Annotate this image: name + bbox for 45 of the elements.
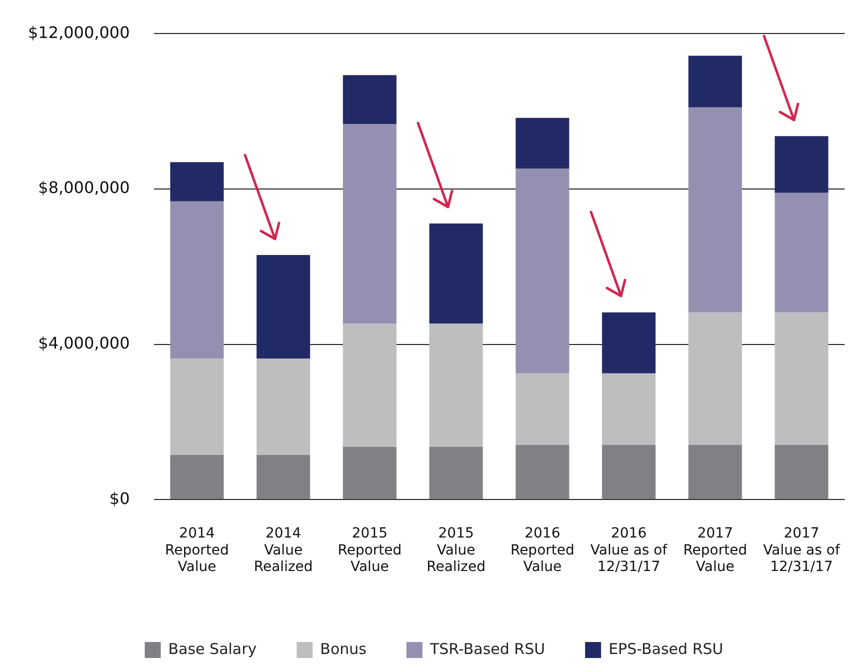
y-tick-label: $8,000,000: [38, 178, 130, 198]
bar: [774, 136, 828, 193]
bar: [256, 454, 310, 500]
bar: [688, 107, 742, 312]
y-tick-label: $0: [109, 488, 130, 508]
bar: [688, 444, 742, 500]
bar: [516, 373, 570, 445]
y-tick-label: $12,000,000: [28, 22, 130, 42]
x-tick-label: 2017 Value as of 12/31/17: [763, 526, 841, 576]
legend-label: TSR-Based RSU: [428, 640, 546, 658]
bar: [602, 444, 656, 500]
bar: [516, 444, 570, 500]
x-tick-label: 2016 Value as of 12/31/17: [590, 526, 668, 576]
bar: [170, 162, 224, 202]
bar: [170, 454, 224, 500]
bar: [256, 254, 310, 359]
bar: [170, 358, 224, 455]
bar: [342, 124, 396, 324]
bar: [429, 223, 483, 324]
bar: [602, 373, 656, 445]
bar: [429, 446, 483, 500]
legend-label: Base Salary: [168, 640, 257, 658]
legend-label: EPS-Based RSU: [608, 640, 724, 658]
bar: [170, 201, 224, 359]
bar: [688, 312, 742, 445]
bar: [429, 324, 483, 447]
bar: [774, 444, 828, 500]
bar: [342, 324, 396, 447]
bar: [602, 312, 656, 374]
bar: [688, 56, 742, 108]
bar: [516, 118, 570, 169]
bar: [342, 446, 396, 500]
x-tick-label: 2014 Reported Value: [165, 526, 229, 576]
x-tick-label: 2017 Reported Value: [683, 526, 748, 576]
legend-label: Bonus: [320, 640, 367, 658]
bar: [256, 358, 310, 455]
bar: [516, 168, 570, 374]
x-tick-label: 2015 Reported Value: [338, 526, 402, 576]
bar: [774, 312, 828, 445]
x-tick-label: 2015 Value Realized: [426, 526, 486, 576]
bar: [342, 75, 396, 124]
y-tick-label: $4,000,000: [38, 333, 130, 352]
bar: [774, 192, 828, 312]
x-tick-label: 2016 Reported Value: [510, 526, 574, 576]
x-tick-label: 2014 Value Realized: [254, 526, 313, 576]
